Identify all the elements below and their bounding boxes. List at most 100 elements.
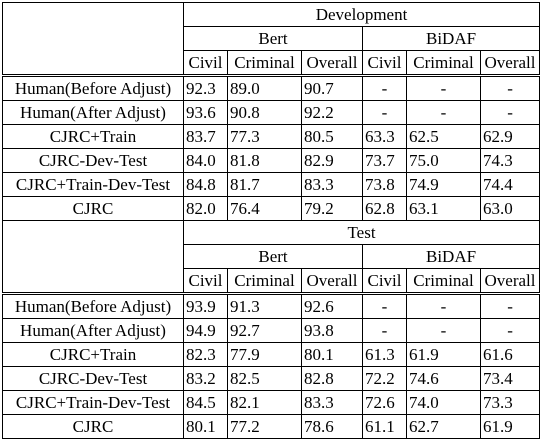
score-cell: 81.8 [227,148,302,173]
score-cell: 92.7 [227,318,302,343]
score-cell: 89.0 [227,74,302,101]
column-header: Overall [479,268,541,294]
corner-cell [2,26,184,51]
row-label: CJRC+Train [2,342,184,367]
score-cell: 62.9 [479,124,541,149]
score-cell: 61.9 [406,342,481,367]
score-cell: 74.3 [479,148,541,173]
score-cell: 80.1 [301,342,363,367]
score-cell: 93.6 [183,100,228,125]
score-cell: - [479,100,541,125]
score-cell: 82.3 [183,342,228,367]
score-cell: 92.3 [183,74,228,101]
score-cell: - [479,74,541,101]
score-cell: - [406,318,481,343]
score-cell: 82.1 [227,390,302,415]
column-header: Civil [183,50,228,76]
score-cell: 74.6 [406,366,481,391]
column-header-row: Civil Criminal Overall Civil Criminal Overall [2,50,541,76]
score-cell: 61.1 [362,414,407,439]
score-cell: - [406,74,481,101]
column-header: Overall [479,50,541,76]
table-row: CJRC+Train-Dev-Test 84.5 82.1 83.3 72.6 74.0 7… [2,390,541,415]
score-cell: 79.2 [301,196,363,221]
table-row: CJRC+Train 83.7 77.3 80.5 63.3 62.5 62.9 [2,124,541,149]
score-cell: 84.8 [183,172,228,197]
score-cell: 91.3 [227,292,302,319]
row-label: Human(After Adjust) [2,100,184,125]
score-cell: 81.7 [227,172,302,197]
score-cell: 74.0 [406,390,481,415]
table-row: CJRC-Dev-Test 83.2 82.5 82.8 72.2 74.6 73.4 [2,366,541,391]
score-cell: 92.6 [301,292,363,319]
score-cell: 83.3 [301,390,363,415]
score-cell: 77.3 [227,124,302,149]
table-row: CJRC 80.1 77.2 78.6 61.1 62.7 61.9 [2,414,541,439]
model-group-header: Bert [183,244,363,269]
score-cell: 90.8 [227,100,302,125]
column-header: Overall [301,50,363,76]
table-row: Human(After Adjust) 93.6 90.8 92.2- - - [2,100,541,125]
section-title: Test [182,220,541,245]
row-label: CJRC [2,414,184,439]
score-cell: 75.0 [406,148,481,173]
score-cell: 73.4 [479,366,541,391]
score-cell: 94.9 [183,318,228,343]
score-cell: 74.4 [479,172,541,197]
column-header: Civil [183,268,228,294]
row-label: CJRC-Dev-Test [2,366,184,391]
section-title-row: Development [2,2,541,27]
corner-cell [2,244,184,269]
table-row: CJRC+Train-Dev-Test 84.8 81.7 83.3 73.8 74.9 7… [2,172,541,197]
row-label: CJRC+Train-Dev-Test [2,390,184,415]
table-row: Human(Before Adjust) 93.9 91.3 92.6- - - [2,292,541,319]
score-cell: - [479,292,541,319]
score-cell: - [406,292,481,319]
score-cell: 72.6 [362,390,407,415]
score-cell: 82.9 [301,148,363,173]
score-cell: 62.8 [362,196,407,221]
score-cell: 93.8 [301,318,363,343]
column-header: Overall [301,268,363,294]
model-group-header: BiDAF [361,244,541,269]
row-label: CJRC-Dev-Test [2,148,184,173]
score-cell: 73.7 [362,148,407,173]
score-cell: - [362,74,407,101]
column-header: Civil [362,50,407,76]
row-label: CJRC [2,196,184,221]
score-cell: 90.7 [301,74,363,101]
score-cell: 73.8 [362,172,407,197]
table-row: Human(Before Adjust) 92.3 89.0 90.7- - - [2,74,541,101]
model-header-row: Bert BiDAF [2,26,541,51]
score-cell: 62.7 [406,414,481,439]
score-cell: 84.0 [183,148,228,173]
score-cell: 77.2 [227,414,302,439]
model-group-header: Bert [183,26,363,51]
score-cell: 83.7 [183,124,228,149]
score-cell: 62.5 [406,124,481,149]
score-cell: - [362,100,407,125]
row-label: Human(Before Adjust) [2,74,184,101]
score-cell: 73.3 [479,390,541,415]
score-cell: - [362,318,407,343]
table-row: CJRC-Dev-Test 84.0 81.8 82.9 73.7 75.0 74.3 [2,148,541,173]
score-cell: 80.5 [301,124,363,149]
section-title: Development [182,2,541,27]
score-cell: 63.1 [406,196,481,221]
score-cell: 83.3 [301,172,363,197]
table-row: CJRC+Train 82.3 77.9 80.1 61.3 61.9 61.6 [2,342,541,367]
score-cell: 61.9 [479,414,541,439]
score-cell: - [406,100,481,125]
score-cell: 83.2 [183,366,228,391]
score-cell: 63.3 [362,124,407,149]
table-row: CJRC 82.0 76.4 79.2 62.8 63.1 63.0 [2,196,541,221]
score-cell: 61.3 [362,342,407,367]
column-header: Civil [362,268,407,294]
score-cell: 74.9 [406,172,481,197]
score-cell: 63.0 [479,196,541,221]
score-cell: - [479,318,541,343]
row-label: CJRC+Train [2,124,184,149]
corner-cell [2,268,184,294]
